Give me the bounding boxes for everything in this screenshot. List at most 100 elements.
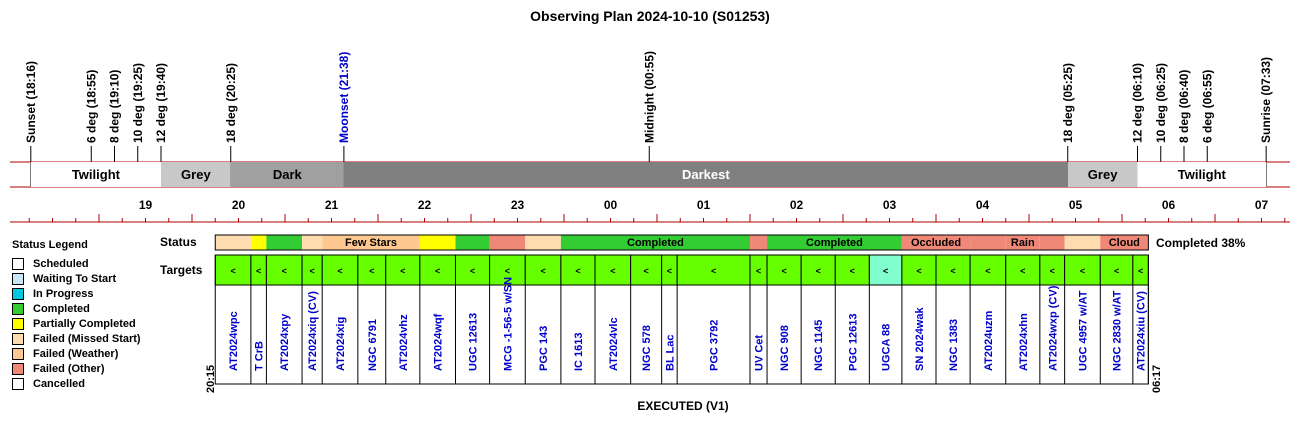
legend-swatch	[12, 332, 24, 345]
status-segment	[250, 235, 267, 250]
status-segment-label: Few Stars	[345, 237, 397, 249]
event-label: Moonset (21:38)	[337, 52, 351, 143]
status-segment	[302, 235, 323, 250]
sky-phase-grey	[161, 162, 231, 187]
event-label: 12 deg (06:10)	[1131, 63, 1145, 143]
target-marker: <	[369, 266, 374, 276]
status-legend: Status Legend Scheduled Waiting To Start I…	[12, 238, 162, 391]
event-label: 6 deg (06:55)	[1200, 70, 1214, 143]
legend-swatch	[12, 362, 24, 375]
target-marker: <	[667, 266, 672, 276]
target-marker: <	[282, 266, 287, 276]
event-label: 18 deg (05:25)	[1061, 63, 1075, 143]
hour-label: 07	[1255, 198, 1269, 212]
legend-item: Scheduled	[12, 256, 162, 271]
target-marker: <	[610, 266, 615, 276]
status-segment-label: Occluded	[911, 237, 961, 249]
legend-title: Status Legend	[12, 239, 88, 251]
sky-phase-label: Twilight	[1178, 167, 1227, 182]
target-name: AT2024wpc	[228, 311, 240, 371]
status-segment	[1064, 235, 1101, 250]
status-row-frame	[214, 234, 1149, 251]
target-marker: <	[756, 266, 761, 276]
legend-swatch	[12, 347, 24, 360]
target-name: AT2024xiu (CV)	[1136, 291, 1148, 371]
status-row-label: Status	[160, 235, 197, 249]
legend-swatch	[12, 317, 24, 330]
target-marker: <	[950, 266, 955, 276]
target-name: AT2024wqf	[433, 313, 445, 371]
event-label: 8 deg (06:40)	[1177, 70, 1191, 143]
legend-item: Cancelled	[12, 376, 162, 391]
target-marker: <	[644, 266, 649, 276]
target-marker: <	[883, 266, 888, 276]
target-name: UGC 4957 w/AT	[1077, 290, 1089, 371]
target-name: AT2024xig	[335, 317, 347, 371]
event-label: Sunset (18:16)	[24, 61, 38, 143]
status-segment-label: Completed	[627, 237, 684, 249]
target-name: NGC 908	[779, 325, 791, 371]
legend-label: Failed (Missed Start)	[33, 332, 141, 345]
hour-label: 22	[418, 198, 432, 212]
legend-item: Failed (Other)	[12, 361, 162, 376]
target-name: AT2024vhz	[398, 314, 410, 371]
status-segment	[525, 235, 561, 250]
target-marker: <	[470, 266, 475, 276]
legend-swatch	[12, 302, 24, 315]
target-bar	[676, 254, 751, 286]
plan-start-time: 20:15	[205, 365, 217, 393]
event-label: 10 deg (06:25)	[1154, 63, 1168, 143]
hour-label: 05	[1069, 198, 1083, 212]
target-marker: <	[540, 266, 545, 276]
status-segment	[901, 235, 971, 250]
status-segment	[767, 235, 902, 250]
status-segment	[322, 235, 420, 250]
legend-label: Cancelled	[33, 377, 85, 390]
target-name: NGC 578	[641, 325, 653, 371]
target-name: UGCA 88	[881, 324, 893, 371]
target-name: NGC 1383	[948, 319, 960, 371]
event-label: 6 deg (18:55)	[84, 70, 98, 143]
target-marker: <	[1080, 266, 1085, 276]
legend-swatch	[12, 272, 24, 285]
target-name: AT2024xhn	[1018, 313, 1030, 371]
sky-phase-twilight	[30, 162, 161, 187]
targets-row-label: Targets	[160, 263, 203, 277]
target-marker: <	[400, 266, 405, 276]
hour-label: 00	[604, 198, 618, 212]
sky-phase-label: Dark	[273, 167, 303, 182]
sky-phase-label: Darkest	[682, 167, 730, 182]
target-name: UV Cet	[754, 335, 766, 371]
legend-item: Failed (Missed Start)	[12, 331, 162, 346]
target-name: IC 1613	[573, 332, 585, 371]
target-marker: <	[850, 266, 855, 276]
event-label: 18 deg (20:25)	[224, 63, 238, 143]
hour-label: 01	[697, 198, 711, 212]
hour-label: 23	[511, 198, 525, 212]
target-name: SN 2024wak	[914, 307, 926, 371]
status-segment-label: Completed	[806, 237, 863, 249]
status-segment	[1005, 235, 1040, 250]
sky-phase-darkest	[343, 162, 1068, 187]
sky-phase-label: Grey	[1088, 167, 1118, 182]
hour-label: 04	[976, 198, 990, 212]
target-marker: <	[337, 266, 342, 276]
status-segment	[215, 235, 251, 250]
target-marker: <	[816, 266, 821, 276]
hour-label: 21	[325, 198, 339, 212]
target-marker: <	[985, 266, 990, 276]
status-segment	[455, 235, 490, 250]
sky-phase-label: Twilight	[72, 167, 121, 182]
target-bar	[1039, 254, 1066, 286]
legend-label: In Progress	[33, 287, 94, 300]
target-name: NGC 6791	[367, 319, 379, 371]
targets-frame	[214, 254, 1149, 385]
target-marker: <	[435, 266, 440, 276]
legend-swatch	[12, 287, 24, 300]
target-bar	[630, 254, 663, 286]
target-marker: <	[575, 266, 580, 276]
hour-label: 02	[790, 198, 804, 212]
hour-label: 03	[883, 198, 897, 212]
target-marker: <	[1050, 266, 1055, 276]
executed-footer: EXECUTED (V1)	[637, 399, 728, 413]
